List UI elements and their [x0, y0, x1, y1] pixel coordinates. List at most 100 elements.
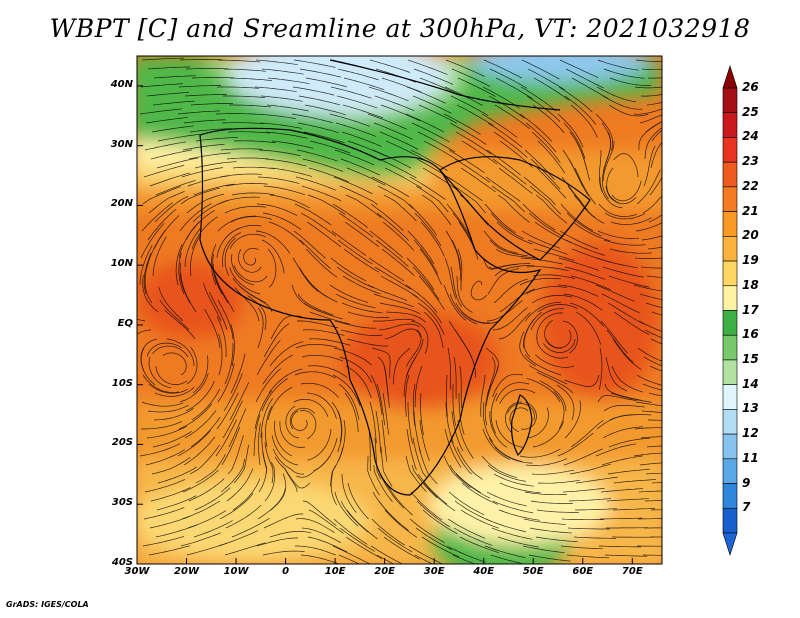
streamline [148, 190, 185, 214]
streamline [186, 193, 225, 214]
streamline [302, 158, 344, 172]
streamline [179, 59, 223, 61]
streamline [264, 461, 275, 502]
streamline [507, 403, 535, 421]
streamline [458, 221, 479, 260]
streamline [230, 324, 235, 367]
x-tick-label: 70E [621, 566, 643, 577]
streamline [495, 77, 533, 100]
streamline [524, 302, 561, 322]
streamline [216, 316, 227, 358]
streamline [191, 216, 218, 250]
streamline [144, 141, 187, 151]
streamline [307, 365, 348, 378]
streamline [536, 312, 564, 340]
streamline [414, 365, 423, 408]
streamline [520, 257, 563, 265]
streamline [497, 194, 530, 223]
streamline [445, 230, 461, 271]
streamline [646, 275, 662, 278]
streamline [233, 444, 249, 484]
axis-ticks [136, 85, 633, 565]
streamline [220, 458, 246, 493]
colorbar-swatch [722, 334, 738, 361]
streamline [529, 365, 568, 385]
streamline [214, 274, 235, 313]
streamline [575, 476, 618, 484]
streamline [265, 405, 273, 448]
streamline [545, 329, 572, 349]
streamline [423, 482, 456, 512]
streamline [179, 373, 209, 403]
streamline [223, 95, 266, 98]
streamline [266, 104, 309, 112]
streamline [423, 140, 461, 163]
streamline [612, 338, 642, 370]
streamline [139, 245, 153, 286]
streamline [568, 498, 611, 502]
streamline [564, 266, 606, 280]
streamline [157, 133, 200, 142]
x-tick-label: 10W [223, 566, 249, 577]
streamline [490, 392, 498, 434]
streamline [457, 77, 496, 97]
streamline [565, 239, 606, 256]
streamline [229, 233, 266, 250]
streamline [154, 387, 195, 397]
streamline [342, 275, 381, 295]
colorbar-label: 26 [742, 80, 759, 94]
streamline [498, 167, 533, 194]
streamline [183, 436, 216, 466]
streamline [422, 509, 458, 535]
streamline [457, 248, 463, 291]
streamline [487, 122, 523, 148]
streamline [384, 328, 421, 340]
streamline [413, 68, 454, 85]
streamline [376, 383, 385, 426]
streamline [509, 407, 529, 433]
streamline [342, 104, 384, 119]
streamline [147, 404, 189, 413]
streamline [267, 248, 277, 288]
colorbar-label: 24 [742, 129, 759, 144]
streamline [385, 140, 424, 160]
streamline [460, 167, 496, 193]
streamline [523, 176, 556, 206]
streamline [229, 382, 250, 421]
streamline [564, 95, 596, 125]
field-blue-north [470, 56, 650, 82]
streamline [408, 545, 444, 564]
streamline [308, 167, 349, 183]
streamline [524, 149, 555, 180]
streamline [490, 212, 524, 240]
colorbar-label: 21 [742, 203, 759, 218]
streamline [345, 365, 372, 399]
streamline [634, 427, 662, 430]
streamline [492, 307, 528, 331]
streamline [269, 194, 310, 209]
streamline [383, 365, 390, 408]
streamline [456, 104, 494, 126]
streamline [347, 140, 388, 157]
streamline [265, 131, 308, 139]
streamline [559, 59, 599, 78]
streamline [496, 221, 533, 245]
streamline [461, 311, 501, 324]
streamline [295, 176, 336, 191]
streamline [482, 428, 511, 461]
streamline [220, 148, 263, 151]
streamline [305, 77, 348, 88]
streamline [162, 352, 187, 376]
streamline [190, 103, 233, 106]
streamline [217, 299, 234, 340]
streamline [385, 311, 426, 323]
streamline [145, 117, 188, 124]
streamline [484, 203, 516, 233]
streamline [483, 59, 523, 79]
streamline [418, 275, 445, 310]
streamline [139, 443, 181, 457]
x-tick-label: 30E [423, 566, 445, 577]
streamline [489, 239, 528, 257]
streamline [414, 554, 434, 564]
field-paleyellow-south [430, 465, 610, 545]
